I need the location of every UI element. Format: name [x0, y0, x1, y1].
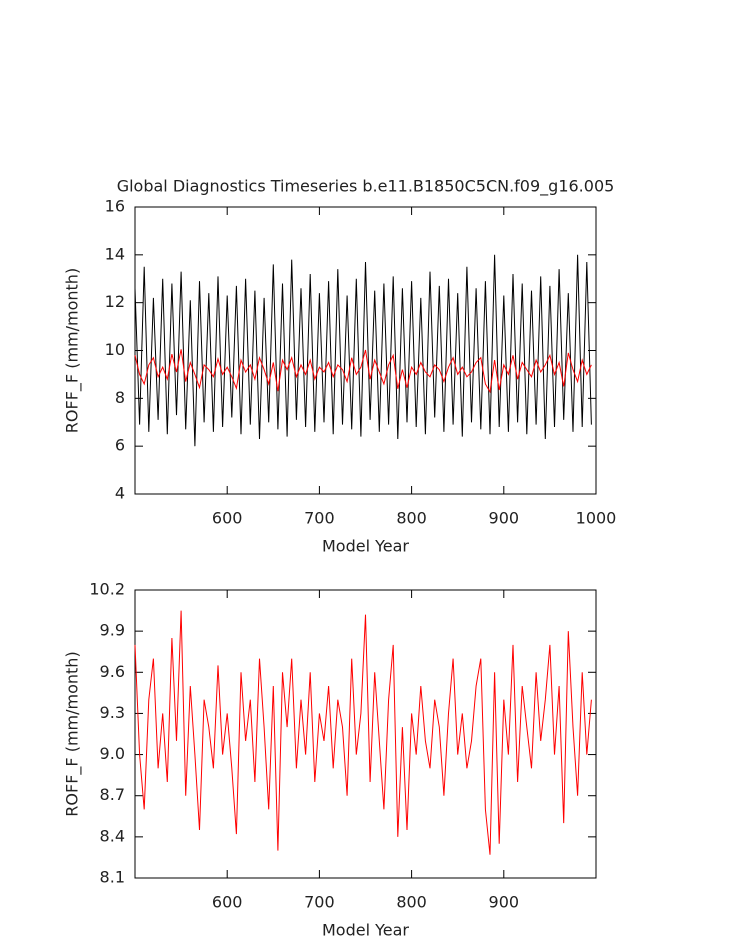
y-tick-label: 9.3: [100, 703, 125, 722]
x-tick-label: 900: [489, 509, 520, 528]
series-line: [134, 254, 592, 447]
y-tick-label: 9.9: [100, 621, 125, 640]
x-tick-label: 600: [212, 893, 243, 912]
y-tick-label: 9.0: [100, 744, 125, 763]
x-tick-label: 700: [304, 509, 335, 528]
y-tick-label: 8.7: [100, 785, 125, 804]
y-tick-label: 16: [105, 197, 125, 216]
x-tick-label: 1000: [576, 509, 617, 528]
x-axis-label: Model Year: [322, 921, 409, 940]
x-tick-label: 800: [396, 509, 427, 528]
y-axis-label: ROFF_F (mm/month): [63, 268, 83, 433]
plot-frame: [134, 589, 597, 879]
x-tick-label: 800: [396, 893, 427, 912]
y-tick-label: 8: [115, 388, 125, 407]
y-tick-label: 10.2: [89, 580, 125, 599]
y-tick-label: 9.6: [100, 662, 125, 681]
x-tick-label: 900: [489, 893, 520, 912]
series-line: [134, 610, 592, 855]
series-line: [134, 349, 592, 394]
y-tick-label: 10: [105, 340, 125, 359]
x-tick-label: 600: [212, 509, 243, 528]
y-tick-label: 14: [105, 244, 125, 263]
x-axis-label: Model Year: [322, 537, 409, 556]
y-tick-label: 12: [105, 292, 125, 311]
y-tick-label: 8.1: [100, 868, 125, 887]
y-tick-label: 4: [115, 484, 125, 503]
x-tick-label: 700: [304, 893, 335, 912]
y-axis-label: ROFF_F (mm/month): [63, 651, 83, 816]
y-tick-label: 6: [115, 436, 125, 455]
y-tick-label: 8.4: [100, 826, 125, 845]
chart-title: Global Diagnostics Timeseries b.e11.B185…: [117, 177, 615, 197]
